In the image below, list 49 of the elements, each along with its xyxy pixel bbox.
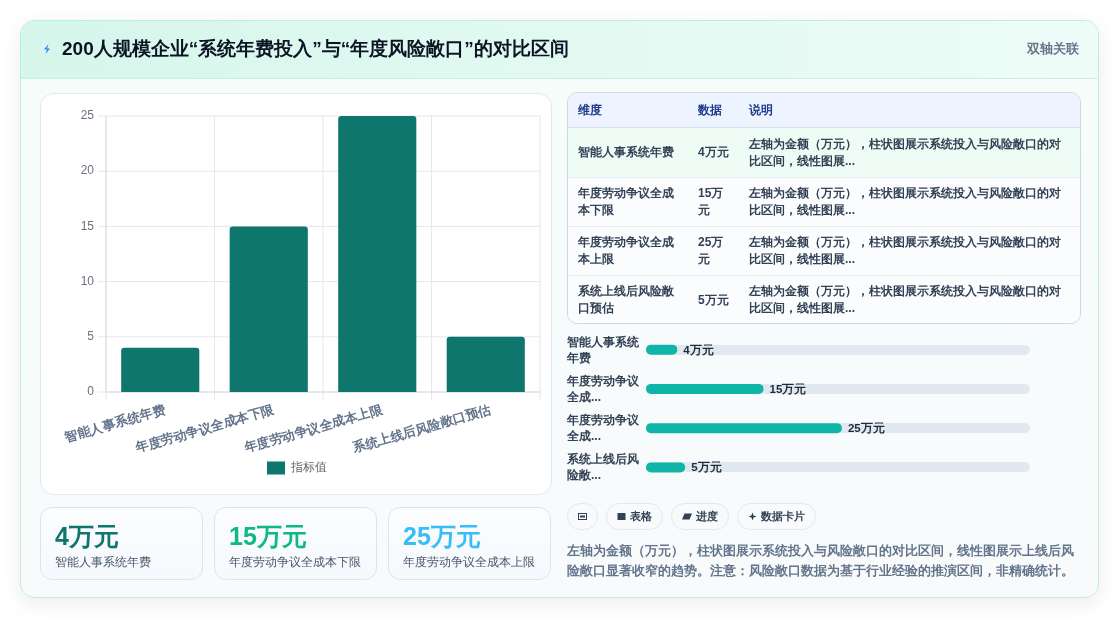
bar — [121, 347, 200, 392]
category-label: 说明 — [748, 101, 774, 119]
text: 年度劳动争议全成本下限 — [578, 186, 674, 217]
y-tick-label: 5 — [87, 328, 95, 343]
chart-title: 200人规模企业“系统年费投入”与“年度风险敞口”的对比区间 — [62, 37, 569, 61]
category-label: 智能人事系统年费 — [55, 555, 151, 570]
category-label: 年度劳动争议全成本下限 — [229, 555, 361, 570]
text: 25万元 — [403, 522, 481, 550]
bar — [229, 226, 308, 392]
y-tick-label: 20 — [80, 163, 95, 178]
category-label: 进度 — [696, 509, 718, 524]
y-tick-label: 25 — [80, 108, 95, 123]
text: 左轴为金额（万元），柱状图展示系统投入与风险敞口的对比区间，线性图展... — [749, 235, 1061, 266]
text: 年度劳动争议全成本上限 — [578, 235, 674, 266]
legend-label: 指标值 — [290, 460, 327, 475]
data-label: 15万元 — [769, 381, 807, 397]
y-tick-label: 智能人事系统年费 — [567, 333, 640, 366]
text: 左轴为金额（万元），柱状图展示系统投入与风险敞口的对比区间，线性图展... — [749, 136, 1061, 168]
text: 系统上线后风险敞口预估 — [578, 284, 674, 315]
text: 智能人事系统年费 — [578, 145, 674, 159]
text: 双轴关联 — [1027, 41, 1079, 58]
text: 4万元 — [55, 522, 119, 550]
y-tick-label: 10 — [80, 273, 95, 288]
bar — [338, 116, 417, 392]
text: 25万元 — [698, 235, 724, 266]
data-label: 4万元 — [683, 342, 714, 358]
category-label: 数据 — [697, 101, 723, 119]
bar — [446, 336, 525, 392]
text: 15万元 — [229, 522, 307, 550]
text: 左轴为金额（万元），柱状图展示系统投入与风险敞口的对比区间，线性图展... — [749, 186, 1061, 217]
category-label: 数据卡片 — [761, 509, 805, 524]
y-tick-label: 系统上线后风险敞... — [567, 451, 640, 484]
text: 15万元 — [698, 186, 724, 217]
y-tick-label: 年度劳动争议全成... — [567, 372, 640, 405]
text: 左轴为金额（万元），柱状图展示系统投入与风险敞口的对比区间，线性图展... — [749, 284, 1061, 315]
data-label: 25万元 — [847, 421, 885, 437]
data-label: 5万元 — [691, 460, 722, 476]
text: 4万元 — [698, 145, 729, 159]
text: 左轴为金额（万元），柱状图展示系统投入与风险敞口的对比区间，线性图展示上线后风险敞口显著收窄的趋势。注意：风险敞口数据为基于行业经验的推演区间，非精确统计。 — [567, 543, 1075, 580]
bar — [646, 383, 764, 394]
y-tick-label: 0 — [87, 384, 95, 399]
category-label: 年度劳动争议全成本上限 — [403, 555, 535, 570]
category-label: 表格 — [630, 509, 652, 524]
y-tick-label: 15 — [80, 218, 95, 233]
text: 5万元 — [698, 292, 729, 307]
category-label: 维度 — [577, 101, 603, 119]
y-tick-label: 年度劳动争议全成... — [567, 412, 640, 445]
bar — [646, 344, 678, 355]
bar — [646, 462, 686, 473]
